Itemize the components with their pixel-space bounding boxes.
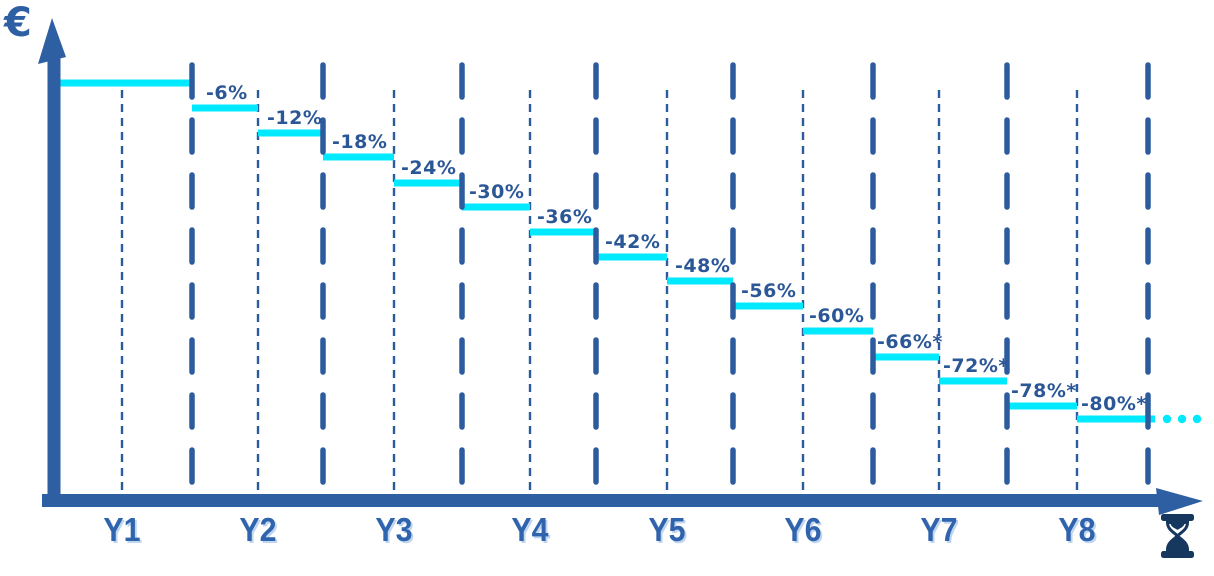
step-percent-label: -48% [675,255,730,277]
hourglass-icon [1161,514,1194,558]
step-percent-label: -72%* [943,355,1009,377]
step-percent-label: -66%* [877,331,943,353]
x-axis-label-y5: Y5 [648,511,686,548]
x-axis-label-y6: Y6 [784,511,822,548]
y-axis-arrow-icon [38,18,66,64]
x-axis-label-y4: Y4 [511,511,549,548]
x-axis-arrow-icon [1156,488,1203,515]
y-axis-line [47,52,61,507]
x-axis-label-y3: Y3 [375,511,413,548]
x-axis-label-y2: Y2 [239,511,277,548]
continuation-dot [1192,414,1202,424]
x-axis-label-y1: Y1 [103,511,141,548]
step-percent-label: -56% [741,280,796,302]
continuation-dot [1162,414,1172,424]
step-percent-label: -12% [267,107,322,129]
step-percent-label: -42% [605,231,660,253]
x-axis-label-y7: Y7 [920,511,958,548]
step-percent-label: -36% [537,206,592,228]
step-percent-label: -60% [809,305,864,327]
step-percent-label: -6% [206,82,248,104]
step-percent-label: -30% [469,181,524,203]
step-percent-label: -78%* [1011,380,1077,402]
y-axis-currency-label: € [4,0,32,46]
continuation-dot [1177,414,1187,424]
step-percent-label: -24% [401,157,456,179]
x-axis-line [42,494,1164,507]
x-axis-label-y8: Y8 [1058,511,1096,548]
step-percent-label: -80%* [1081,393,1147,415]
step-percent-label: -18% [332,131,387,153]
